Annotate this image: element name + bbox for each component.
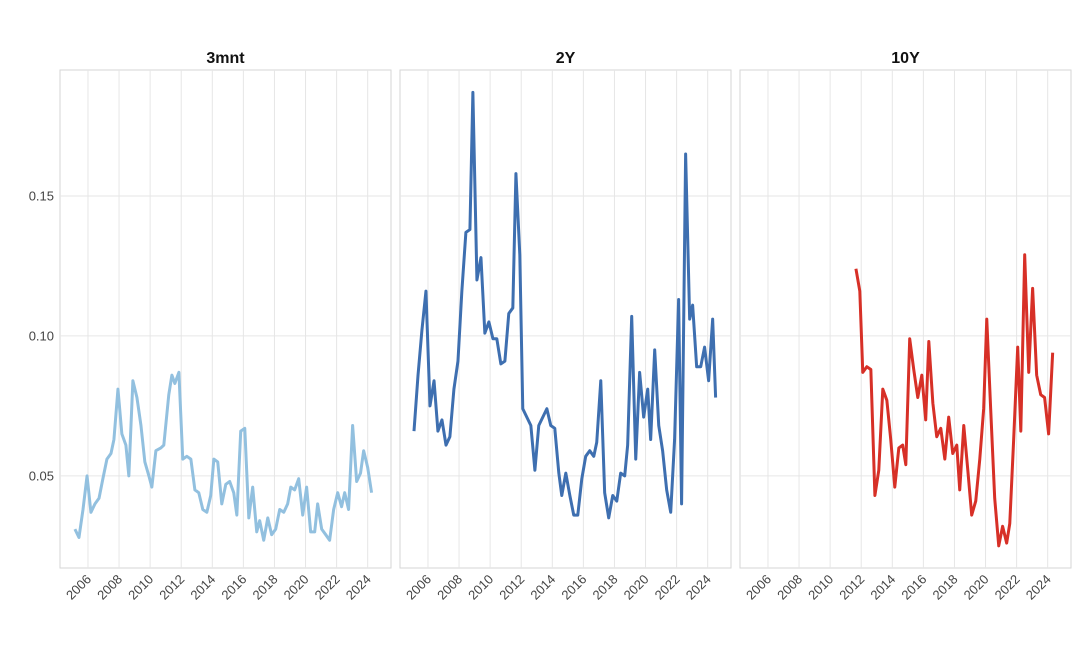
x-tick-label: 2016 bbox=[558, 572, 589, 603]
x-tick-label: 2014 bbox=[527, 572, 558, 603]
x-tick-label: 2006 bbox=[403, 572, 434, 603]
x-tick-label: 2014 bbox=[187, 572, 218, 603]
x-tick-label: 2020 bbox=[961, 572, 992, 603]
x-tick-label: 2014 bbox=[867, 572, 898, 603]
x-tick-label: 2022 bbox=[312, 572, 343, 603]
panel-border bbox=[59, 69, 392, 569]
x-tick-label: 2020 bbox=[281, 572, 312, 603]
x-tick-label: 2010 bbox=[805, 572, 836, 603]
panel-border bbox=[399, 69, 732, 569]
x-tick-label: 2010 bbox=[125, 572, 156, 603]
x-tick-label: 2012 bbox=[836, 572, 867, 603]
x-tick-label: 2024 bbox=[343, 572, 374, 603]
x-tick-label: 2024 bbox=[683, 572, 714, 603]
x-tick-label: 2016 bbox=[218, 572, 249, 603]
x-tick-label: 2022 bbox=[652, 572, 683, 603]
facet-title: 10Y bbox=[891, 50, 920, 67]
data-line bbox=[854, 253, 1055, 548]
x-tick-label: 2018 bbox=[930, 572, 961, 603]
x-tick-label: 2008 bbox=[434, 572, 465, 603]
data-line bbox=[412, 90, 718, 520]
x-tick-label: 2018 bbox=[250, 572, 281, 603]
panel-border bbox=[739, 69, 1072, 569]
x-tick-label: 2008 bbox=[774, 572, 805, 603]
x-tick-label: 2006 bbox=[63, 572, 94, 603]
x-tick-label: 2012 bbox=[496, 572, 527, 603]
x-tick-label: 2016 bbox=[898, 572, 929, 603]
x-tick-label: 2022 bbox=[992, 572, 1023, 603]
y-tick-label: 0.05 bbox=[29, 468, 54, 483]
facet-title: 2Y bbox=[556, 50, 576, 67]
facet-title: 3mnt bbox=[206, 50, 245, 67]
x-tick-label: 2024 bbox=[1023, 572, 1054, 603]
x-tick-label: 2012 bbox=[156, 572, 187, 603]
x-tick-label: 2020 bbox=[621, 572, 652, 603]
data-line bbox=[73, 370, 374, 542]
y-tick-label: 0.10 bbox=[29, 328, 54, 343]
x-tick-label: 2010 bbox=[465, 572, 496, 603]
x-tick-label: 2006 bbox=[743, 572, 774, 603]
x-tick-label: 2018 bbox=[590, 572, 621, 603]
x-tick-label: 2008 bbox=[94, 572, 125, 603]
y-tick-label: 0.15 bbox=[29, 188, 54, 203]
